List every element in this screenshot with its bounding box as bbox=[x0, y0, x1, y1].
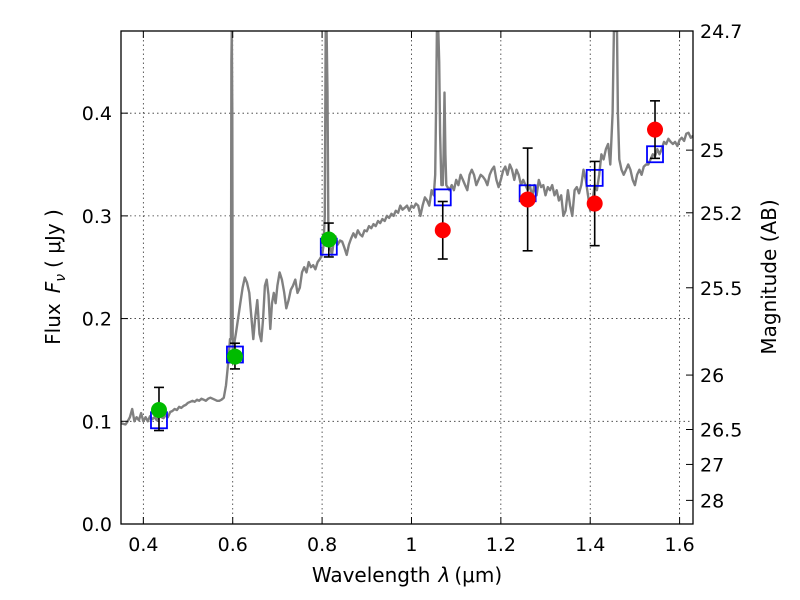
x-axis-label: Wavelength λ (μm) bbox=[312, 563, 502, 587]
observed-red-point bbox=[647, 121, 664, 138]
plot-data bbox=[121, 31, 693, 426]
plot-frame bbox=[120, 30, 694, 525]
plot-markers bbox=[150, 100, 664, 432]
x-tick-label: 1 bbox=[405, 534, 417, 556]
x-tick-label: 0.6 bbox=[218, 534, 248, 556]
y2-axis-label: Magnitude (AB) bbox=[757, 199, 781, 354]
y2-tick-label: 24.7 bbox=[700, 21, 742, 43]
y-tick-label: 0.1 bbox=[82, 411, 112, 433]
x-tick-label: 0.4 bbox=[128, 534, 158, 556]
x-tick-label: 1.4 bbox=[575, 534, 605, 556]
x-tick-label: 1.6 bbox=[664, 534, 694, 556]
grid bbox=[121, 31, 693, 525]
observed-green-point bbox=[320, 231, 337, 248]
x-tick-label: 0.8 bbox=[307, 534, 337, 556]
observed-red-point bbox=[586, 195, 603, 212]
y2-tick-label: 28 bbox=[700, 490, 724, 512]
y2-tick-label: 26 bbox=[700, 365, 724, 387]
y2-tick-label: 26.5 bbox=[700, 420, 742, 442]
observed-red-point bbox=[519, 191, 536, 208]
y-axis-label: FluxFν( μJy ) bbox=[41, 209, 69, 345]
observed-red-point bbox=[434, 222, 451, 239]
y-tick-label: 0.2 bbox=[82, 309, 112, 331]
y2-tick-label: 25 bbox=[700, 140, 724, 162]
spectrum-line bbox=[121, 31, 693, 426]
y2-tick-label: 27 bbox=[700, 454, 724, 476]
y2-tick-label: 25.2 bbox=[700, 203, 742, 225]
observed-green-point bbox=[226, 348, 243, 365]
observed-green-point bbox=[150, 401, 167, 418]
axis-ticks: 0.4 0.6 0.8 1 1.2 1.4 1.6 0.0 0.1 0.2 0.3 0.4 24.7 25… bbox=[82, 21, 743, 556]
y-tick-label: 0.3 bbox=[82, 206, 112, 228]
y2-tick-label: 25.5 bbox=[700, 278, 742, 300]
x-tick-label: 1.2 bbox=[486, 534, 516, 556]
y-tick-label: 0.4 bbox=[82, 103, 112, 125]
y-tick-label: 0.0 bbox=[82, 514, 112, 536]
